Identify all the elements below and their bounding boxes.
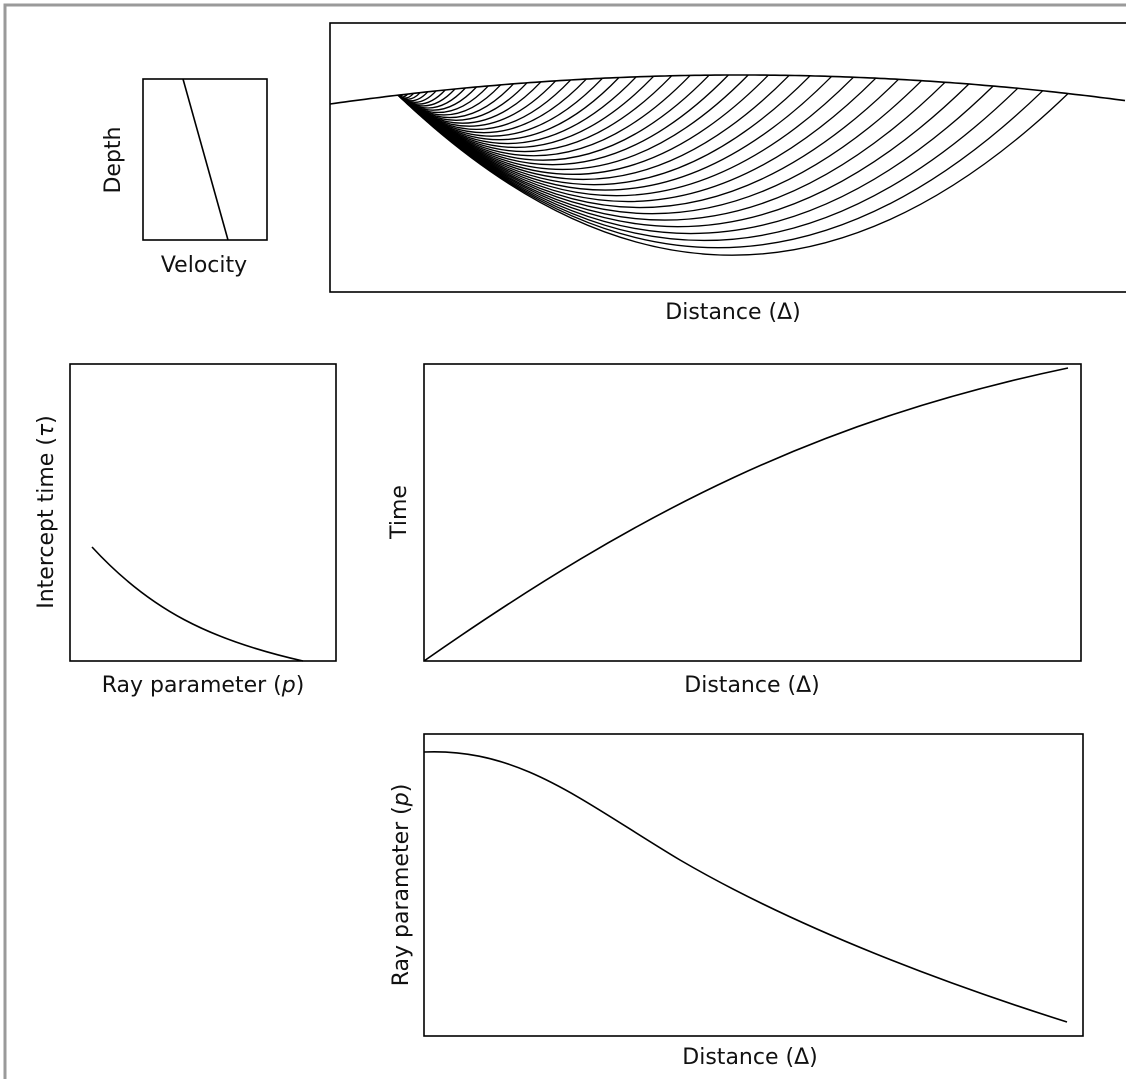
velocity-line <box>182 78 229 241</box>
time-y-label: Time <box>387 485 412 540</box>
ray <box>397 93 1069 256</box>
ray-box <box>329 22 1126 293</box>
p-box <box>423 733 1084 1037</box>
tau-curve <box>91 546 304 662</box>
tau-y-label: Intercept time (τ) <box>34 415 59 609</box>
time-x-label: Distance (Δ) <box>684 673 819 698</box>
time-box <box>423 363 1082 662</box>
ray-x-label: Distance (Δ) <box>665 300 800 325</box>
ray <box>397 79 572 131</box>
ray <box>397 83 970 228</box>
ray <box>397 78 899 209</box>
surface <box>329 74 1126 105</box>
velocity-box <box>142 78 268 241</box>
label-part: Intercept time ( <box>34 437 59 609</box>
p-x-label: Distance (Δ) <box>682 1045 817 1070</box>
ray <box>397 85 994 235</box>
ray <box>397 87 1019 242</box>
label-part: ) <box>34 415 59 424</box>
p-curve <box>423 751 1068 1023</box>
p-y-label: Ray parameter (p) <box>389 784 414 987</box>
label-part: ) <box>389 784 414 793</box>
tau-box <box>69 363 337 662</box>
time-curve <box>423 367 1069 662</box>
ray <box>397 76 854 197</box>
label-part: τ <box>34 423 59 437</box>
ray <box>397 90 1044 249</box>
tau-x-label: Ray parameter (p) <box>102 673 305 698</box>
label-part: ) <box>296 673 305 698</box>
ray <box>397 75 833 191</box>
frame <box>3 3 1126 1079</box>
velocity-label: Velocity <box>161 253 247 278</box>
ray <box>397 80 923 215</box>
ray-fan <box>397 74 1069 256</box>
label-part: Ray parameter ( <box>102 673 282 698</box>
ray <box>397 77 877 203</box>
label-part: p <box>281 673 296 698</box>
label-part: p <box>389 792 414 807</box>
label-part: Ray parameter ( <box>389 806 414 986</box>
ray <box>397 81 946 221</box>
depth-label: Depth <box>101 126 126 193</box>
